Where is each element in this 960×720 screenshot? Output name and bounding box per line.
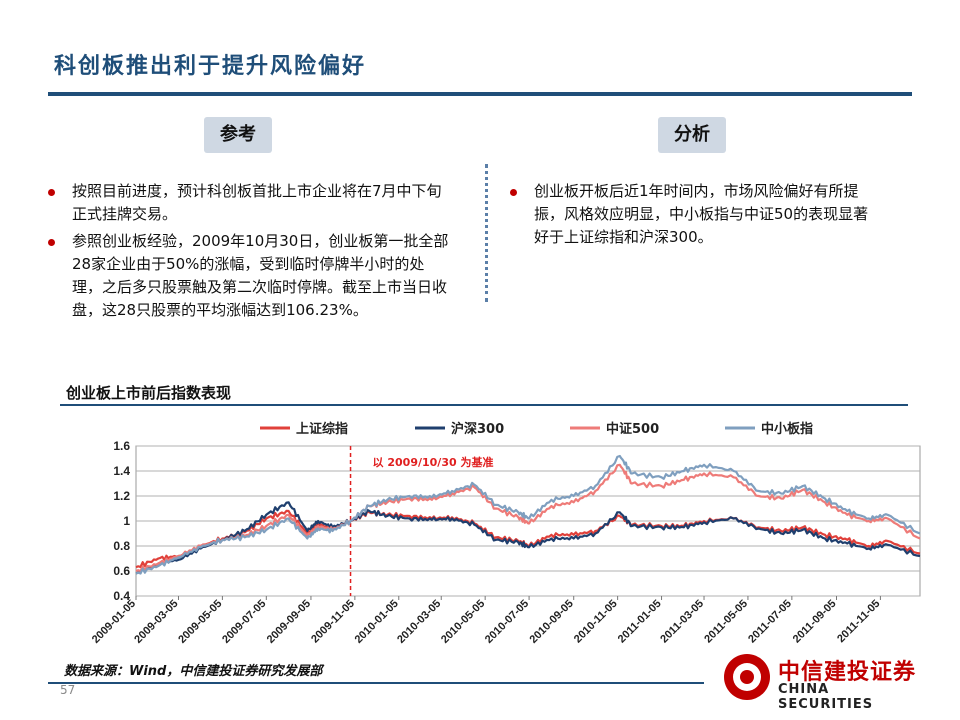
y-tick-label: 0.4 xyxy=(113,589,130,603)
legend-label-3: 中证500 xyxy=(606,421,659,437)
chart-title: 创业板上市前后指数表现 xyxy=(66,384,232,402)
logo-mark-icon xyxy=(724,654,770,700)
x-tick-label: 2010-09-05 xyxy=(528,598,576,646)
x-tick-label: 2010-05-05 xyxy=(439,598,487,646)
y-tick-label: 1.2 xyxy=(113,489,130,503)
footer-rule xyxy=(48,682,704,684)
y-tick-label: 1.4 xyxy=(113,464,130,478)
x-tick-label: 2011-11-05 xyxy=(835,598,882,645)
x-tick-label: 2011-01-05 xyxy=(616,598,664,646)
x-tick-label: 2009-03-05 xyxy=(132,598,180,646)
base-date-annotation: 以 2009/10/30 为基准 xyxy=(373,455,494,469)
logo-chinese-name: 中信建投证券 xyxy=(778,660,917,685)
bullet-dot xyxy=(510,189,517,196)
y-tick-label: 1 xyxy=(123,514,130,528)
logo-english-name: CHINA SECURITIES xyxy=(778,682,874,712)
left-bullet-2-text: 参照创业板经验，2009年10月30日，创业板第一批全部28家企业由于50%的涨… xyxy=(72,232,449,319)
x-tick-label: 2009-09-05 xyxy=(265,598,313,646)
series-line-4 xyxy=(135,454,921,575)
x-tick-label: 2009-11-05 xyxy=(309,598,357,646)
y-tick-label: 0.8 xyxy=(113,539,130,553)
company-logo: 中信建投证券 CHINA SECURITIES xyxy=(724,652,924,712)
x-tick-label: 2011-05-05 xyxy=(702,598,750,646)
x-tick-label: 2011-09-05 xyxy=(791,598,839,646)
legend-label-4: 中小板指 xyxy=(761,421,813,437)
y-tick-label: 1.6 xyxy=(113,439,130,453)
tag-analysis: 分析 xyxy=(658,117,726,153)
x-tick-label: 2009-01-05 xyxy=(90,598,138,646)
x-tick-label: 2011-03-05 xyxy=(658,598,706,646)
series-line-2 xyxy=(135,501,921,575)
right-bullet-1: 创业板开板后近1年时间内，市场风险偏好有所提振，风格效应明显，中小板指与中证50… xyxy=(510,180,874,249)
index-performance-chart: 0.40.60.811.21.41.62009-01-052009-03-052… xyxy=(90,421,921,646)
x-tick-label: 2010-07-05 xyxy=(483,598,531,646)
left-bullet-1: 按照目前进度，预计科创板首批上市企业将在7月中下旬正式挂牌交易。 xyxy=(48,180,452,226)
left-bullet-2: 参照创业板经验，2009年10月30日，创业板第一批全部28家企业由于50%的涨… xyxy=(48,230,452,322)
bullet-dot xyxy=(48,239,55,246)
x-tick-label: 2010-03-05 xyxy=(395,598,443,646)
legend-label-1: 上证综指 xyxy=(296,421,348,437)
x-tick-label: 2009-07-05 xyxy=(220,598,268,646)
title-rule xyxy=(48,92,912,96)
data-source: 数据来源：Wind，中信建投证券研究发展部 xyxy=(64,664,323,679)
column-divider xyxy=(485,164,488,302)
x-tick-label: 2009-05-05 xyxy=(176,598,224,646)
bullet-dot xyxy=(48,189,55,196)
x-tick-label: 2010-11-05 xyxy=(572,598,620,646)
left-bullet-1-text: 按照目前进度，预计科创板首批上市企业将在7月中下旬正式挂牌交易。 xyxy=(72,182,442,223)
chart-title-rule xyxy=(60,404,908,406)
tag-reference: 参考 xyxy=(204,117,272,153)
x-tick-label: 2011-07-05 xyxy=(746,598,794,646)
slide-title: 科创板推出利于提升风险偏好 xyxy=(54,54,367,79)
series-line-3 xyxy=(135,463,921,573)
right-bullet-1-text: 创业板开板后近1年时间内，市场风险偏好有所提振，风格效应明显，中小板指与中证50… xyxy=(534,182,869,246)
y-tick-label: 0.6 xyxy=(113,564,130,578)
page-number: 57 xyxy=(60,683,76,697)
legend-label-2: 沪深300 xyxy=(451,421,504,437)
x-tick-label: 2010-01-05 xyxy=(353,598,401,646)
